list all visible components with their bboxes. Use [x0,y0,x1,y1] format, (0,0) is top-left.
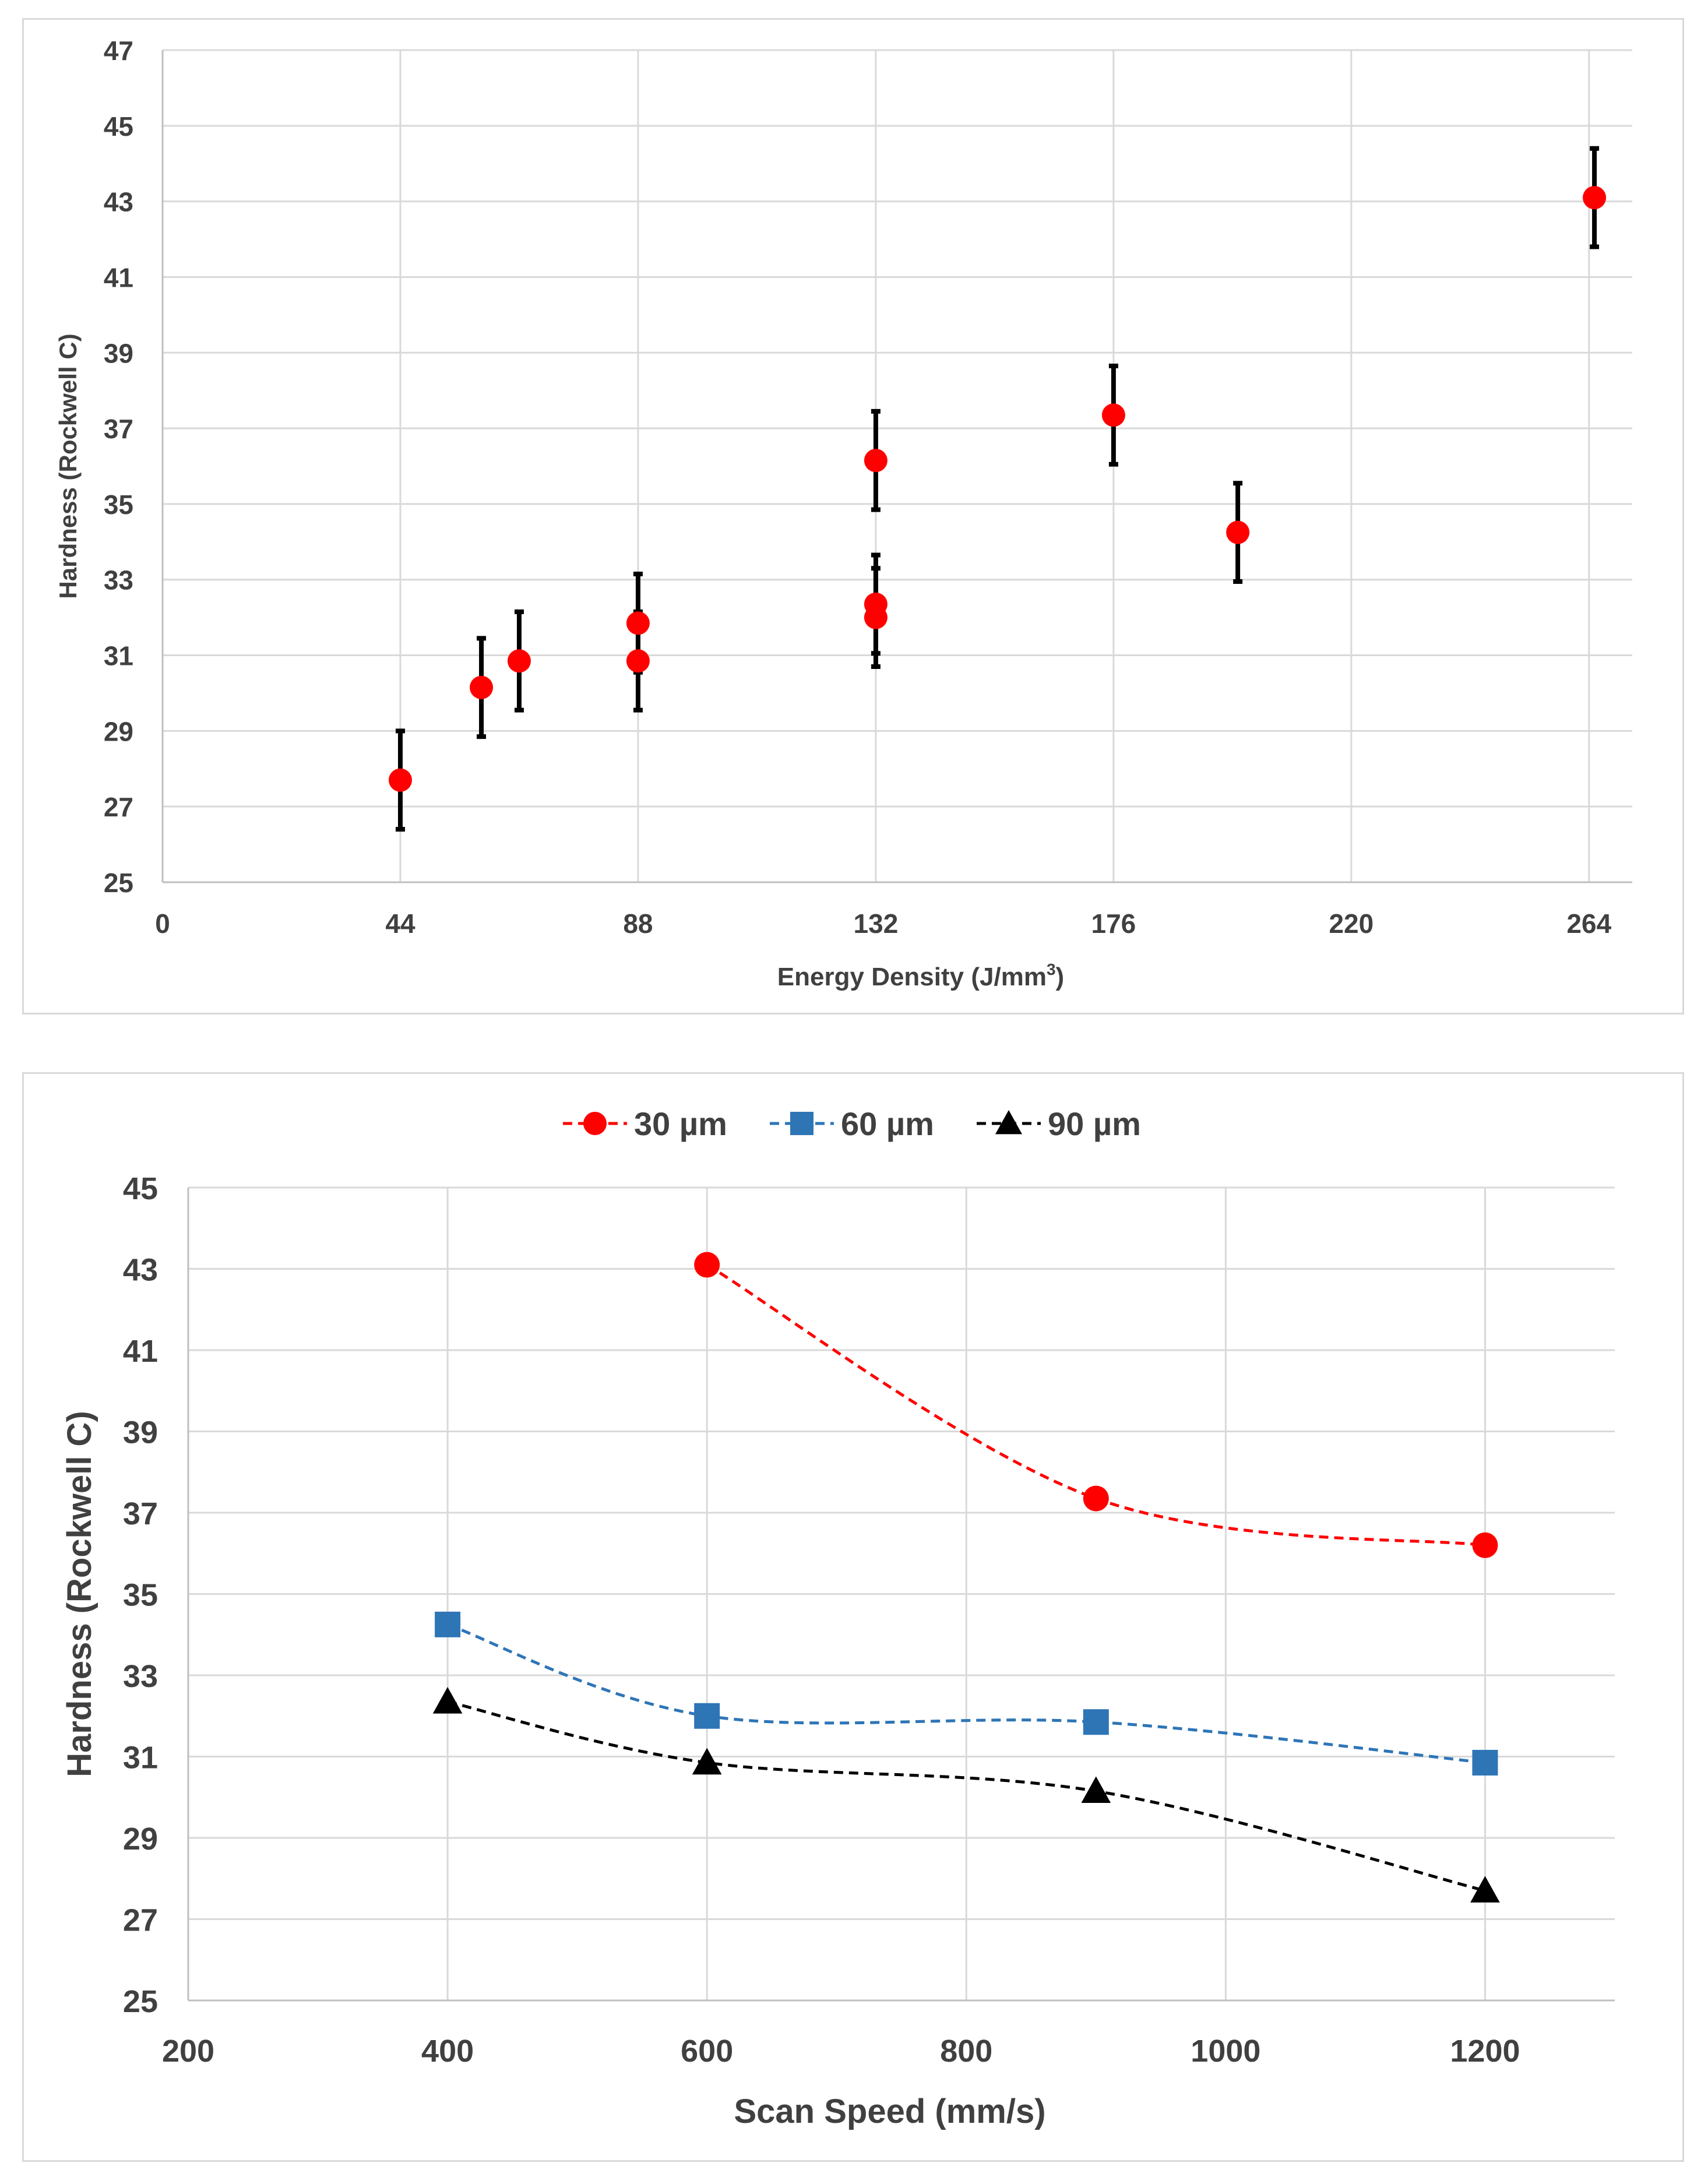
y-tick-label: 41 [123,1334,158,1369]
x-tick-label: 220 [1329,908,1374,939]
y-tick-label: 35 [123,1578,158,1613]
data-point [626,611,650,635]
x-tick-label: 176 [1091,908,1136,939]
series-1-point [1472,1532,1498,1558]
y-tick-label: 25 [123,1984,158,2019]
series-line-3 [447,1700,1486,1893]
data-point [470,675,494,699]
y-axis-title: Hardness (Rockwell C) [54,333,82,598]
hardness-vs-energy-density-chart: 25 27 29 31 33 35 37 39 41 43 45 47 0 44 88 132 176 220 26… [22,18,1684,1014]
series-3-point [432,1687,463,1714]
y-tick-label: 37 [104,414,133,444]
y-tick-label: 33 [104,565,133,596]
data-point [507,649,531,673]
series-2-point [694,1703,720,1729]
y-tick-label: 43 [104,187,133,217]
data-point [1226,520,1250,544]
x-tick-label: 600 [681,2034,733,2069]
y-tick-label: 29 [104,716,133,746]
legend-marker [583,1112,607,1135]
y-tick-label: 47 [104,36,133,66]
y-tick-label: 27 [123,1903,158,1938]
y-tick-label: 45 [123,1171,158,1206]
x-tick-label: 132 [854,908,899,939]
x-tick-label: 1200 [1450,2034,1520,2069]
y-tick-label: 39 [123,1415,158,1450]
y-tick-label: 45 [104,111,133,142]
y-tick-label: 31 [104,641,133,671]
y-tick-label: 33 [123,1659,158,1694]
legend-label: 60 µm [841,1105,934,1142]
data-point [388,768,412,792]
series-2-point [435,1611,461,1637]
series-3-point [1470,1876,1500,1903]
y-tick-label: 43 [123,1253,158,1288]
legend-label: 90 µm [1048,1105,1141,1142]
y-tick-label: 39 [104,338,133,368]
legend: 30 µm 60 µm 90 µm [563,1105,1141,1142]
y-tick-label: 25 [104,868,133,898]
y-tick-label: 41 [104,262,133,293]
data-point [1583,186,1607,210]
x-tick-label: 200 [162,2034,214,2069]
y-tick-label: 31 [123,1741,158,1776]
y-tick-label: 37 [123,1496,158,1531]
x-axis-title: Energy Density (J/mm3) [777,960,1064,991]
x-tick-label: 1000 [1191,2034,1260,2069]
legend-marker [790,1112,813,1135]
series-line-2 [447,1623,1485,1764]
data-point [864,605,888,629]
scan-speed-plot: 25 27 29 31 33 35 37 39 41 43 45 200 400 600 800 1000 12… [61,1105,1615,2130]
series-2-point [1472,1749,1498,1776]
x-tick-label: 0 [155,908,170,939]
data-point [864,449,888,473]
x-axis-title-end: ) [1056,963,1065,991]
x-tick-label: 44 [385,908,415,939]
x-tick-label: 264 [1566,908,1611,939]
x-axis-title-main: Energy Density (J/mm [777,963,1047,991]
y-tick-label: 27 [104,792,133,822]
data-point [626,649,650,673]
series-line-1 [706,1263,1485,1547]
y-axis-title: Hardness (Rockwell C) [61,1411,98,1777]
legend-marker [995,1110,1022,1135]
y-tick-label: 29 [123,1822,158,1857]
x-tick-label: 800 [940,2034,992,2069]
series-1-point [694,1252,720,1278]
data-point [1101,403,1125,427]
series-2-point [1083,1709,1109,1735]
y-tick-label: 35 [104,489,133,520]
x-axis-title-superscript: 3 [1047,960,1056,978]
series-3-point [692,1748,722,1775]
series-3-point [1081,1776,1111,1803]
series-1-point [1083,1485,1109,1512]
hardness-vs-scan-speed-chart: 25 27 29 31 33 35 37 39 41 43 45 200 400 600 800 1000 12… [22,1072,1684,2162]
x-axis-title: Scan Speed (mm/s) [734,2093,1045,2130]
energy-density-plot: 25 27 29 31 33 35 37 39 41 43 45 47 0 44 88 132 176 220 26… [54,36,1632,991]
x-tick-label: 400 [421,2034,474,2069]
x-tick-label: 88 [623,908,653,939]
legend-label: 30 µm [634,1105,727,1142]
